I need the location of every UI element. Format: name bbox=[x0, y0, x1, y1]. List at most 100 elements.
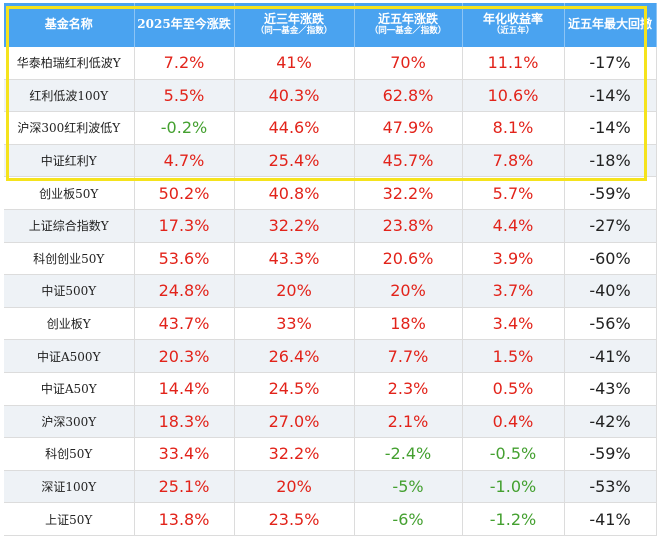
fund-name-cell: 中证红利Y bbox=[4, 144, 135, 178]
ytd-cell: 24.8% bbox=[134, 274, 235, 308]
table-row: 上证50Y 13.8% 23.5% -6% -1.2% -41% bbox=[4, 502, 657, 536]
table-row: 中证500Y 24.8% 20% 20% 3.7% -40% bbox=[4, 274, 657, 308]
ytd-cell: 18.3% bbox=[134, 405, 235, 439]
five-year-cell: 62.8% bbox=[354, 79, 463, 113]
annualized-cell: 7.8% bbox=[462, 144, 565, 178]
max-drawdown-cell: -40% bbox=[564, 274, 657, 308]
header-three-year-sub: （同一基金／指数） bbox=[255, 26, 333, 37]
header-annualized: 年化收益率 （近五年） bbox=[462, 3, 565, 47]
three-year-cell: 20% bbox=[234, 274, 355, 308]
max-drawdown-cell: -43% bbox=[564, 372, 657, 406]
three-year-cell: 23.5% bbox=[234, 502, 355, 536]
fund-name-cell: 科创50Y bbox=[4, 437, 135, 471]
ytd-cell: 43.7% bbox=[134, 307, 235, 341]
annualized-cell: 8.1% bbox=[462, 111, 565, 145]
fund-name-cell: 上证综合指数Y bbox=[4, 209, 135, 243]
fund-name-cell: 中证500Y bbox=[4, 274, 135, 308]
table-row: 中证A500Y 20.3% 26.4% 7.7% 1.5% -41% bbox=[4, 339, 657, 373]
three-year-cell: 27.0% bbox=[234, 405, 355, 439]
table-header: 基金名称 2025年至今涨跌 近三年涨跌 （同一基金／指数） 近五年涨跌 （同一… bbox=[4, 3, 657, 47]
five-year-cell: -2.4% bbox=[354, 437, 463, 471]
annualized-cell: 3.4% bbox=[462, 307, 565, 341]
max-drawdown-cell: -14% bbox=[564, 111, 657, 145]
ytd-cell: 50.2% bbox=[134, 176, 235, 210]
three-year-cell: 43.3% bbox=[234, 242, 355, 276]
annualized-cell: 0.5% bbox=[462, 372, 565, 406]
fund-comparison-table: 基金名称 2025年至今涨跌 近三年涨跌 （同一基金／指数） 近五年涨跌 （同一… bbox=[4, 3, 657, 536]
max-drawdown-cell: -27% bbox=[564, 209, 657, 243]
fund-name-cell: 沪深300红利波低Y bbox=[4, 111, 135, 145]
annualized-cell: 3.7% bbox=[462, 274, 565, 308]
header-row: 基金名称 2025年至今涨跌 近三年涨跌 （同一基金／指数） 近五年涨跌 （同一… bbox=[4, 3, 657, 47]
annualized-cell: -1.0% bbox=[462, 470, 565, 504]
three-year-cell: 25.4% bbox=[234, 144, 355, 178]
header-annualized-sub: （近五年） bbox=[491, 26, 535, 37]
fund-name-cell: 科创创业50Y bbox=[4, 242, 135, 276]
table-row: 科创创业50Y 53.6% 43.3% 20.6% 3.9% -60% bbox=[4, 242, 657, 276]
five-year-cell: 45.7% bbox=[354, 144, 463, 178]
ytd-cell: 5.5% bbox=[134, 79, 235, 113]
annualized-cell: 0.4% bbox=[462, 405, 565, 439]
ytd-cell: 33.4% bbox=[134, 437, 235, 471]
ytd-cell: 53.6% bbox=[134, 242, 235, 276]
table-row: 华泰柏瑞红利低波Y 7.2% 41% 70% 11.1% -17% bbox=[4, 47, 657, 80]
three-year-cell: 41% bbox=[234, 47, 355, 80]
five-year-cell: 2.1% bbox=[354, 405, 463, 439]
ytd-cell: -0.2% bbox=[134, 111, 235, 145]
header-max-drawdown-label: 近五年最大回撤 bbox=[567, 17, 652, 32]
table-row: 中证A50Y 14.4% 24.5% 2.3% 0.5% -43% bbox=[4, 372, 657, 406]
annualized-cell: 5.7% bbox=[462, 176, 565, 210]
table-row: 上证综合指数Y 17.3% 32.2% 23.8% 4.4% -27% bbox=[4, 209, 657, 243]
ytd-cell: 13.8% bbox=[134, 502, 235, 536]
table-row: 科创50Y 33.4% 32.2% -2.4% -0.5% -59% bbox=[4, 437, 657, 471]
max-drawdown-cell: -42% bbox=[564, 405, 657, 439]
annualized-cell: 1.5% bbox=[462, 339, 565, 373]
table-row: 深证100Y 25.1% 20% -5% -1.0% -53% bbox=[4, 470, 657, 504]
table-row: 中证红利Y 4.7% 25.4% 45.7% 7.8% -18% bbox=[4, 144, 657, 178]
fund-name-cell: 创业板50Y bbox=[4, 176, 135, 210]
max-drawdown-cell: -14% bbox=[564, 79, 657, 113]
header-five-year-label: 近五年涨跌 bbox=[377, 12, 438, 27]
three-year-cell: 32.2% bbox=[234, 209, 355, 243]
table-row: 红利低波100Y 5.5% 40.3% 62.8% 10.6% -14% bbox=[4, 79, 657, 113]
annualized-cell: -0.5% bbox=[462, 437, 565, 471]
fund-comparison-table-container: 基金名称 2025年至今涨跌 近三年涨跌 （同一基金／指数） 近五年涨跌 （同一… bbox=[4, 3, 657, 536]
five-year-cell: -5% bbox=[354, 470, 463, 504]
ytd-cell: 20.3% bbox=[134, 339, 235, 373]
header-fund-name: 基金名称 bbox=[4, 3, 135, 47]
max-drawdown-cell: -17% bbox=[564, 47, 657, 80]
fund-name-cell: 中证A50Y bbox=[4, 372, 135, 406]
fund-name-cell: 沪深300Y bbox=[4, 405, 135, 439]
table-row: 沪深300Y 18.3% 27.0% 2.1% 0.4% -42% bbox=[4, 405, 657, 439]
five-year-cell: 70% bbox=[354, 47, 463, 80]
three-year-cell: 44.6% bbox=[234, 111, 355, 145]
annualized-cell: 4.4% bbox=[462, 209, 565, 243]
max-drawdown-cell: -53% bbox=[564, 470, 657, 504]
five-year-cell: 20% bbox=[354, 274, 463, 308]
fund-name-cell: 红利低波100Y bbox=[4, 79, 135, 113]
ytd-cell: 14.4% bbox=[134, 372, 235, 406]
header-max-drawdown: 近五年最大回撤 bbox=[564, 3, 657, 47]
header-five-year-sub: （同一基金／指数） bbox=[369, 26, 447, 37]
annualized-cell: 10.6% bbox=[462, 79, 565, 113]
five-year-cell: 7.7% bbox=[354, 339, 463, 373]
five-year-cell: -6% bbox=[354, 502, 463, 536]
table-row: 创业板50Y 50.2% 40.8% 32.2% 5.7% -59% bbox=[4, 176, 657, 210]
ytd-cell: 17.3% bbox=[134, 209, 235, 243]
max-drawdown-cell: -60% bbox=[564, 242, 657, 276]
five-year-cell: 47.9% bbox=[354, 111, 463, 145]
three-year-cell: 40.3% bbox=[234, 79, 355, 113]
header-three-year-label: 近三年涨跌 bbox=[263, 12, 324, 27]
fund-name-cell: 创业板Y bbox=[4, 307, 135, 341]
max-drawdown-cell: -59% bbox=[564, 437, 657, 471]
annualized-cell: 3.9% bbox=[462, 242, 565, 276]
max-drawdown-cell: -41% bbox=[564, 339, 657, 373]
three-year-cell: 26.4% bbox=[234, 339, 355, 373]
five-year-cell: 23.8% bbox=[354, 209, 463, 243]
table-row: 创业板Y 43.7% 33% 18% 3.4% -56% bbox=[4, 307, 657, 341]
five-year-cell: 18% bbox=[354, 307, 463, 341]
three-year-cell: 32.2% bbox=[234, 437, 355, 471]
annualized-cell: 11.1% bbox=[462, 47, 565, 80]
five-year-cell: 32.2% bbox=[354, 176, 463, 210]
max-drawdown-cell: -41% bbox=[564, 502, 657, 536]
